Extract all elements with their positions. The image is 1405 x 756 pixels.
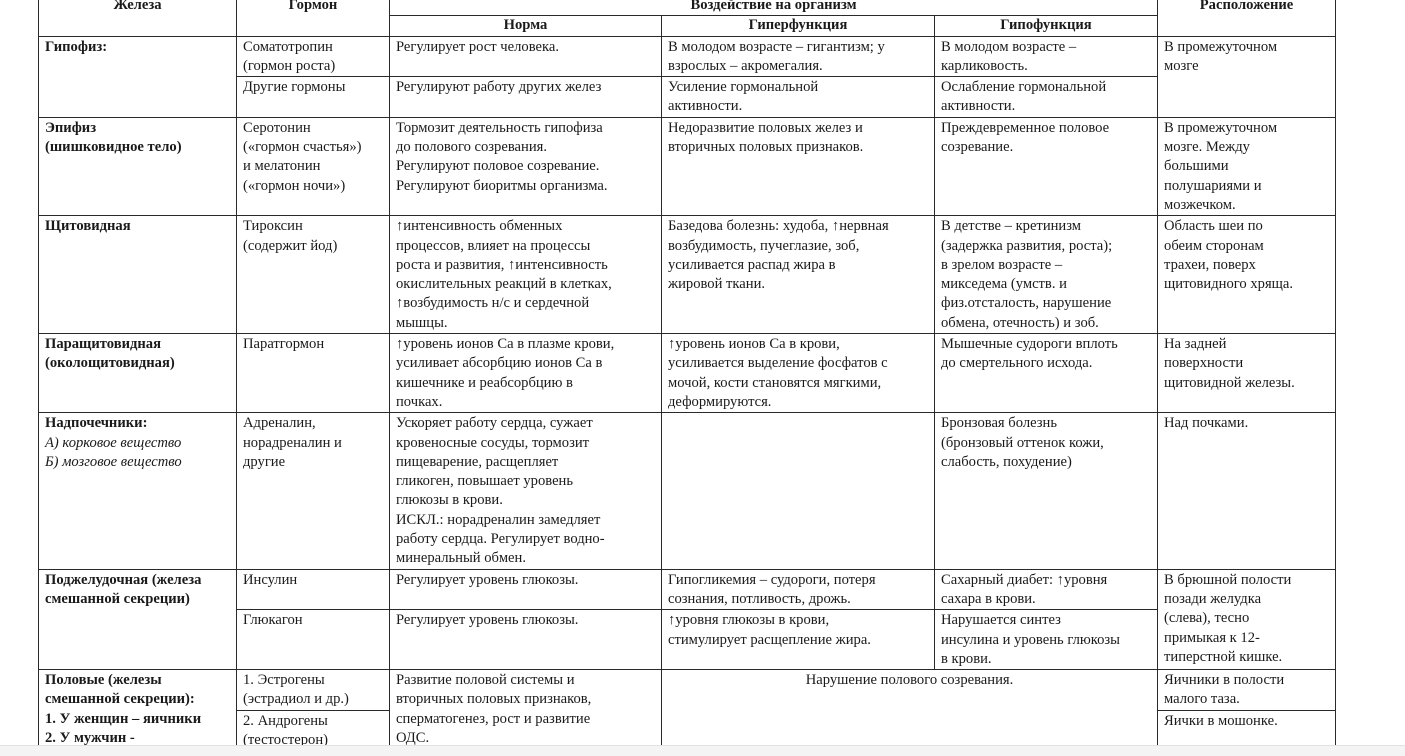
hypo-cell: В молодом возрасте – карликовость.	[933, 35, 1159, 78]
norm-cell: Тормозит деятельность гипофиза до полово…	[389, 116, 662, 217]
gland-name: Половые (железы смешанной секреции): 1. …	[38, 669, 237, 745]
header-hormone: Гормон	[236, 0, 390, 37]
gland-name: Надпочечники:	[45, 415, 148, 432]
gland-part-b: Б) мозговое вещество	[45, 453, 182, 470]
header-hypo: Гипофункция	[933, 15, 1159, 37]
gland-name: Паращитовидная (околощитовидная)	[38, 333, 237, 414]
norm-cell: Ускоряет работу сердца, сужает кровеносн…	[389, 412, 662, 570]
hypo-cell: Ослабление гормональной активности.	[933, 76, 1159, 118]
location-cell: В промежуточном мозге. Между большими по…	[1157, 116, 1337, 217]
norm-cell: Регулирует уровень глюкозы.	[389, 568, 662, 611]
hormone-cell: Глюкагон	[236, 609, 390, 671]
hyper-cell: Базедова болезнь: худоба, ↑нервная возбу…	[661, 215, 935, 335]
hormone-cell: Адреналин, норадреналин и другие	[236, 412, 390, 570]
hyper-cell: Недоразвитие половых желез и вторичных п…	[661, 116, 935, 217]
hypo-cell: В детстве – кретинизм (задержка развития…	[933, 215, 1159, 335]
table-row: Половые (железы смешанной секреции): 1. …	[38, 669, 1337, 745]
gland-name: Щитовидная	[38, 215, 237, 335]
hyper-cell: ↑уровня глюкозы в крови, стимулирует рас…	[661, 609, 935, 671]
header-location: Расположение	[1157, 0, 1337, 37]
norm-cell: Регулируют работу других желез	[389, 76, 662, 118]
table-row: Поджелудочная (железа смешанной секреции…	[38, 568, 1337, 671]
header-hyper: Гиперфункция	[661, 15, 935, 37]
hormone-cell: Тироксин (содержит йод)	[236, 215, 390, 335]
table-row: Паращитовидная (околощитовидная) Паратго…	[38, 333, 1337, 414]
table-row: Другие гормоны Регулируют работу других …	[39, 76, 1336, 118]
hormone-cell: Инсулин	[236, 568, 390, 611]
table-row: 2. Андрогены (тестостерон) Яички в мошон…	[39, 709, 1337, 745]
hormone-cell: Серотонин («гормон счастья») и мелатонин…	[236, 116, 390, 217]
table-row: Гипофиз: Соматотропин (гормон роста) Рег…	[38, 35, 1337, 118]
gland-name: Поджелудочная (железа смешанной секреции…	[38, 568, 237, 671]
location-cell: Яичники в полости малого таза.	[1157, 669, 1337, 711]
hyper-cell: ↑уровень ионов Са в крови, усиливается в…	[661, 333, 935, 414]
location-cell: В брюшной полости позади желудка (слева)…	[1157, 568, 1337, 671]
page-bottom-edge	[0, 745, 1405, 756]
table-row: Эпифиз (шишковидное тело) Серотонин («го…	[38, 116, 1337, 217]
hormone-cell: 2. Андрогены (тестостерон)	[236, 709, 390, 745]
hormone-cell: Соматотропин (гормон роста)	[236, 35, 390, 78]
hypo-cell: Мышечные судороги вплоть до смертельного…	[933, 333, 1159, 414]
location-cell: На задней поверхности щитовидной железы.	[1157, 333, 1337, 414]
location-cell: В промежуточном мозге	[1157, 35, 1337, 118]
norm-cell: Развитие половой системы и вторичных пол…	[389, 669, 662, 745]
header-effect: Воздействие на организм	[388, 0, 1159, 17]
header-gland: Железа	[38, 0, 237, 37]
norm-cell: ↑уровень ионов Са в плазме крови, усилив…	[389, 333, 662, 414]
hyper-cell: В молодом возрасте – гигантизм; у взросл…	[661, 35, 935, 78]
hypo-cell: Сахарный диабет: ↑уровня сахара в крови.	[933, 568, 1159, 611]
hormone-cell: 1. Эстрогены (эстрадиол и др.)	[236, 669, 390, 711]
norm-cell: Регулирует уровень глюкозы.	[389, 609, 662, 671]
gland-name: Гипофиз:	[38, 35, 237, 118]
norm-cell: Регулирует рост человека.	[389, 35, 662, 78]
hormone-cell: Паратгормон	[236, 333, 390, 414]
hypo-cell: Бронзовая болезнь (бронзовый оттенок кож…	[933, 412, 1159, 570]
hormone-cell: Другие гормоны	[236, 76, 390, 118]
disorder-cell: Нарушение полового созревания.	[660, 669, 1159, 745]
gland-cell: Надпочечники: А) корковое вещество Б) мо…	[38, 412, 237, 570]
hyper-cell	[661, 412, 935, 570]
location-cell: Область шеи по обеим сторонам трахеи, по…	[1157, 215, 1337, 335]
hyper-cell: Усиление гормональной активности.	[661, 76, 935, 118]
header-norm: Норма	[389, 15, 662, 37]
hyper-cell: Гипогликемия – судороги, потеря сознания…	[661, 568, 935, 611]
location-cell: Над почками.	[1157, 412, 1337, 570]
table-row: Щитовидная Тироксин (содержит йод) ↑инте…	[38, 215, 1337, 335]
gland-part-a: А) корковое вещество	[45, 434, 182, 451]
hypo-cell: Преждевременное половое созревание.	[933, 116, 1159, 217]
table-row: Надпочечники: А) корковое вещество Б) мо…	[38, 412, 1337, 570]
table-row: Глюкагон Регулирует уровень глюкозы. ↑ур…	[39, 609, 1336, 671]
gland-name: Эпифиз (шишковидное тело)	[38, 116, 237, 217]
subheader-row: Норма Гиперфункция Гипофункция	[39, 15, 1336, 37]
endocrine-glands-table: Железа Гормон Воздействие на организм Ра…	[38, 0, 1337, 745]
hypo-cell: Нарушается синтез инсулина и уровень глю…	[933, 609, 1159, 671]
norm-cell: ↑интенсивность обменных процессов, влияе…	[389, 215, 662, 335]
location-cell: Яички в мошонке.	[1157, 709, 1337, 745]
header-row: Железа Гормон Воздействие на организм Ра…	[38, 0, 1337, 37]
